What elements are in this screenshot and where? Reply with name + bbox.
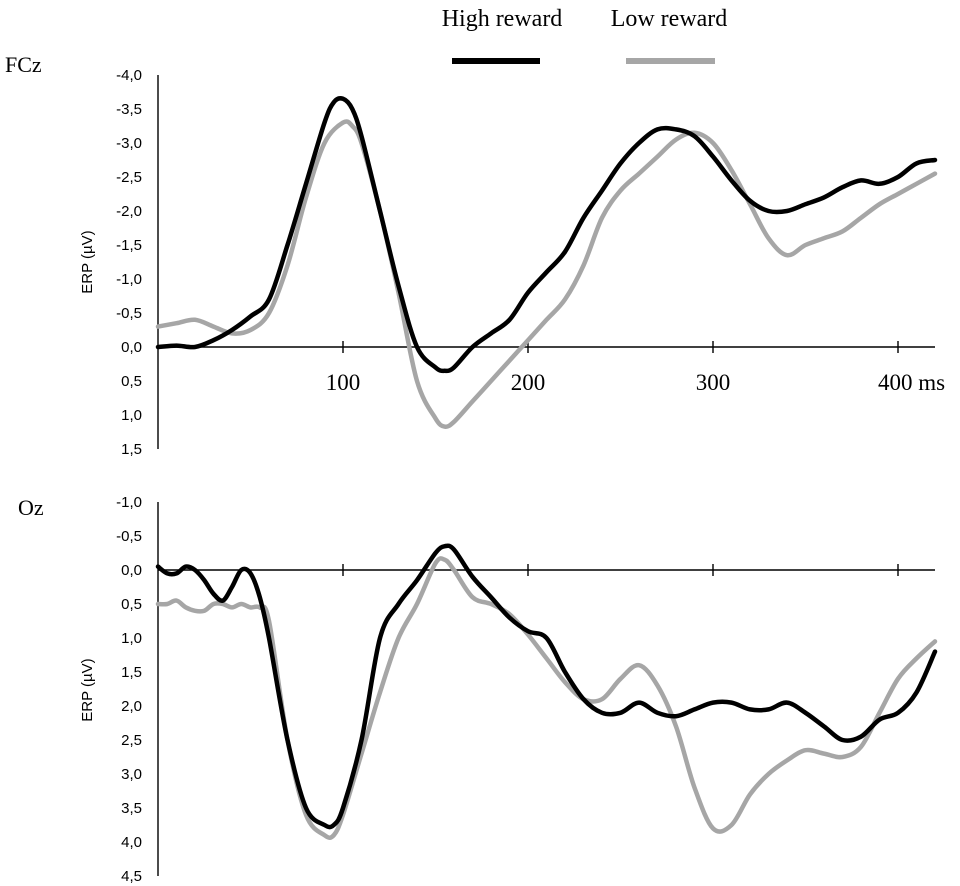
- legend: High reward Low reward: [442, 6, 728, 64]
- y-tick-label: -0,5: [116, 528, 142, 545]
- x-tick-label: 200: [511, 370, 546, 395]
- y-tick-label: 3,5: [121, 800, 142, 817]
- y-tick-label: -0,5: [116, 305, 142, 322]
- y-tick-label: -1,0: [116, 271, 142, 288]
- series-line-high-reward: [155, 543, 938, 830]
- y-tick-label: 1,0: [121, 630, 142, 647]
- series-line-low-reward: [155, 119, 938, 429]
- x-tick-label: 100: [326, 370, 361, 395]
- y-tick-label: 0,5: [121, 596, 142, 613]
- y-axis-label: ERP (µV): [79, 230, 96, 293]
- y-tick-label: -3,0: [116, 135, 142, 152]
- legend-label-low-reward: Low reward: [611, 6, 728, 32]
- fcz-panel: FCz ERP (µV) -4,0 -3,5 -3,0 -2,5 -2,0 -1,5 -1,0 -…: [5, 52, 945, 458]
- y-tick-label: 2,5: [121, 732, 142, 749]
- y-tick-label: -4,0: [116, 67, 142, 84]
- series-line-low-reward: [155, 556, 938, 840]
- y-tick-label: 1,5: [121, 664, 142, 681]
- y-tick-label: -1,0: [116, 494, 142, 511]
- y-tick-label: 1,0: [121, 407, 142, 424]
- y-tick-label: 2,0: [121, 698, 142, 715]
- x-tick-label: 400 ms: [878, 370, 945, 395]
- y-tick-label: -3,5: [116, 101, 142, 118]
- y-tick-label: 0,5: [121, 373, 142, 390]
- panel-label: Oz: [18, 495, 44, 520]
- y-tick-label: -1,5: [116, 237, 142, 254]
- y-axis-label: ERP (µV): [79, 658, 96, 721]
- y-tick-label: 4,5: [121, 868, 142, 885]
- y-tick-label: 0,0: [121, 339, 142, 356]
- y-tick-label: -2,0: [116, 203, 142, 220]
- y-tick-label: 0,0: [121, 562, 142, 579]
- y-tick-label: -2,5: [116, 169, 142, 186]
- x-tick-label: 300: [696, 370, 731, 395]
- legend-label-high-reward: High reward: [442, 6, 563, 32]
- y-tick-label: 4,0: [121, 834, 142, 851]
- y-tick-label: 3,0: [121, 766, 142, 783]
- oz-panel: Oz ERP (µV) -1,0 -0,5 0,0 0,5 1,0 1,5 2,0 2,5 3,0 3…: [18, 494, 938, 885]
- panel-label: FCz: [5, 52, 42, 77]
- y-tick-label: 1,5: [121, 441, 142, 458]
- series-line-high-reward: [155, 96, 938, 374]
